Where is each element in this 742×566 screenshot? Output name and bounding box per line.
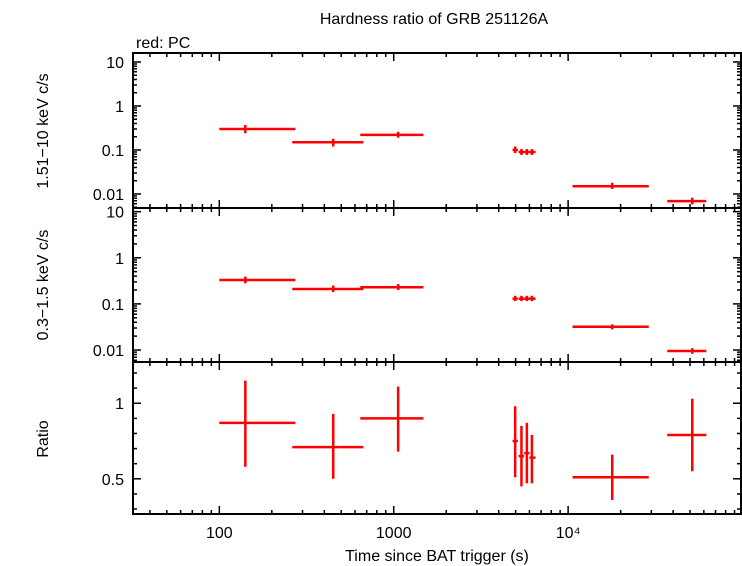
y-tick-label: 0.01 xyxy=(93,187,124,204)
data-point xyxy=(292,413,364,479)
data-point xyxy=(572,182,649,189)
y-tick-label: 10 xyxy=(106,55,124,72)
x-tick-label: 10⁴ xyxy=(556,525,581,542)
data-point xyxy=(512,295,518,302)
y-tick-label: 0.1 xyxy=(102,143,124,160)
data-point xyxy=(572,454,649,500)
data-point xyxy=(512,406,518,478)
chart-title: Hardness ratio of GRB 251126A xyxy=(320,11,549,28)
data-point xyxy=(667,197,707,205)
data-point xyxy=(219,124,296,134)
y-axis-label-soft: 0.3−1.5 keV c/s xyxy=(35,230,52,341)
data-point xyxy=(518,295,525,302)
plot-frame xyxy=(132,52,742,209)
y-axis-label-hard: 1.51−10 keV c/s xyxy=(35,73,52,188)
x-tick-label: 100 xyxy=(206,525,233,542)
data-point xyxy=(512,146,518,154)
chart-subtitle: red: PC xyxy=(136,35,190,52)
data-point xyxy=(524,149,530,155)
data-point xyxy=(518,149,525,155)
y-tick-label: 0.1 xyxy=(102,297,124,314)
data-point xyxy=(219,276,296,284)
panel-2: 10.5 xyxy=(102,361,742,515)
data-point xyxy=(219,380,296,467)
data-point xyxy=(292,285,364,293)
y-tick-label: 10 xyxy=(106,205,124,222)
panel-1: 10 1 0.1 0.01 xyxy=(93,205,742,363)
y-tick-label: 1 xyxy=(115,99,124,116)
data-point xyxy=(572,324,649,330)
data-point xyxy=(524,422,530,484)
data-point xyxy=(524,295,530,302)
data-point xyxy=(360,386,424,452)
data-point xyxy=(360,131,424,138)
data-point xyxy=(518,425,525,487)
data-point xyxy=(667,398,707,472)
y-axis-label-ratio: Ratio xyxy=(35,420,52,457)
data-point xyxy=(667,348,707,354)
plot-frame xyxy=(132,361,742,515)
x-axis-label: Time since BAT trigger (s) xyxy=(345,548,529,565)
plot-frame xyxy=(132,207,742,363)
y-tick-label: 1 xyxy=(115,251,124,268)
x-tick-label: 1000 xyxy=(376,525,412,542)
panel-0: 10 1 0.1 0.01 xyxy=(93,52,742,209)
y-tick-label: 0.01 xyxy=(93,343,124,360)
data-point xyxy=(360,284,424,291)
data-point xyxy=(292,138,364,147)
data-point xyxy=(529,295,536,302)
data-point xyxy=(529,434,536,484)
y-tick-label: 1 xyxy=(115,396,124,413)
y-tick-label: 0.5 xyxy=(102,472,124,489)
data-point xyxy=(529,149,536,155)
